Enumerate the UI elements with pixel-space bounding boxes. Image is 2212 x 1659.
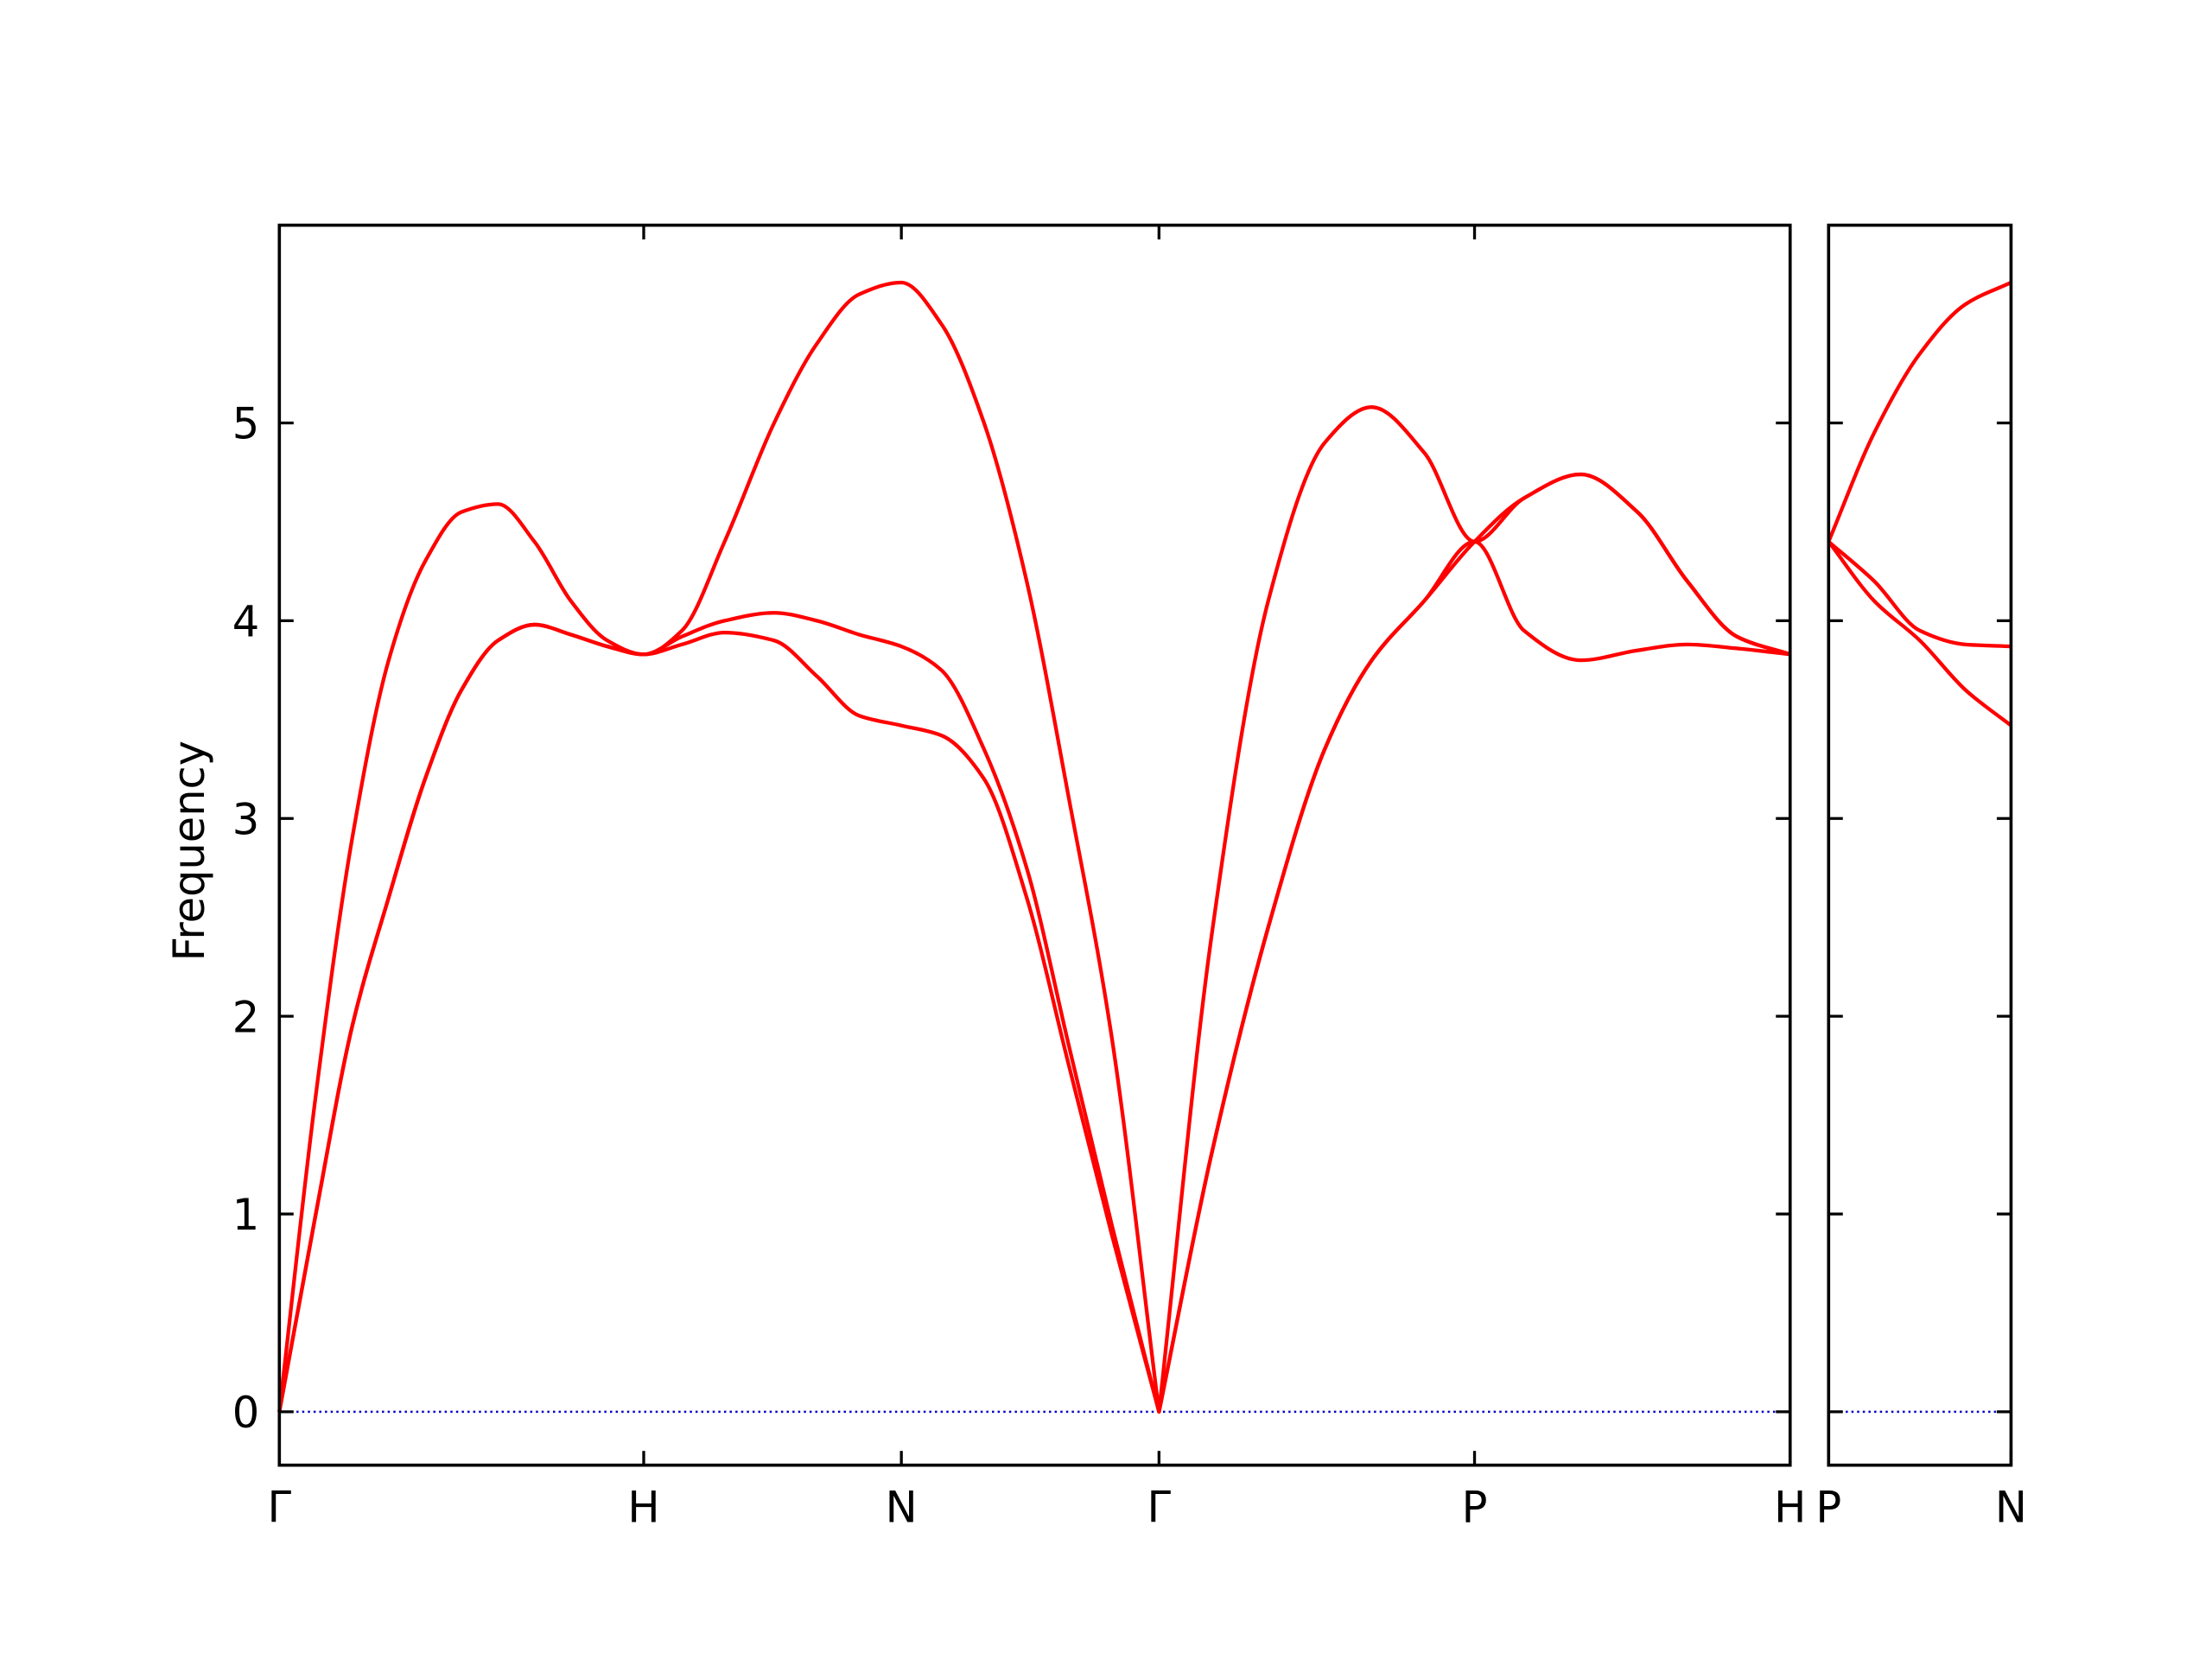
x-tick-label: N — [886, 1483, 918, 1533]
y-tick-label: 4 — [232, 597, 259, 647]
x-tick-label: Γ — [1147, 1483, 1172, 1533]
y-axis-label: Frequency — [164, 741, 214, 962]
x-tick-label: Γ — [268, 1483, 292, 1533]
band-line — [1827, 540, 2012, 728]
plot-frame — [277, 223, 1792, 1467]
band-line — [1827, 281, 2012, 543]
band-line — [277, 539, 1790, 1414]
y-tick-label: 3 — [232, 794, 259, 844]
band-line — [277, 472, 1791, 1414]
y-tick-label: 1 — [232, 1190, 259, 1240]
band-line — [277, 280, 1791, 1414]
x-tick-label: P — [1462, 1483, 1488, 1533]
x-tick-label: P — [1815, 1483, 1841, 1533]
plot-frame — [1827, 223, 2013, 1467]
y-tick-label: 0 — [232, 1388, 259, 1438]
x-tick-label: H — [1774, 1483, 1806, 1533]
y-tick-label: 2 — [232, 992, 259, 1042]
y-tick-label: 5 — [232, 399, 259, 449]
band-line — [1827, 540, 2012, 649]
x-tick-label: N — [1995, 1483, 2027, 1533]
x-tick-label: H — [627, 1483, 659, 1533]
